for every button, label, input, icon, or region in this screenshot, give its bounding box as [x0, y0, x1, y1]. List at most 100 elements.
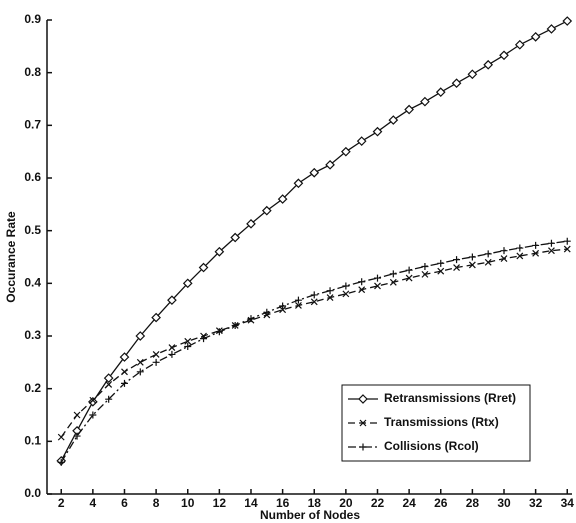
x-tick-label: 14: [244, 496, 258, 510]
y-tick-label: 0.7: [24, 118, 41, 132]
marker: [279, 306, 287, 314]
x-tick-label: 10: [181, 496, 195, 510]
marker: [136, 358, 144, 366]
marker: [451, 78, 462, 89]
legend-label: Retransmissions (Rret): [384, 391, 516, 405]
marker: [310, 298, 318, 306]
marker: [516, 244, 524, 252]
marker: [546, 24, 557, 34]
marker: [168, 344, 176, 352]
marker: [277, 194, 288, 204]
marker: [198, 262, 209, 273]
x-axis-label: Number of Nodes: [260, 508, 360, 522]
marker: [405, 274, 413, 282]
x-tick-label: 4: [90, 496, 97, 510]
marker: [548, 247, 555, 255]
marker: [435, 87, 446, 98]
marker: [437, 267, 445, 275]
x-tick-label: 6: [121, 496, 128, 510]
marker: [420, 96, 430, 107]
marker: [73, 432, 81, 440]
marker: [358, 286, 366, 294]
marker: [514, 39, 525, 50]
marker: [310, 291, 318, 299]
marker: [500, 247, 508, 255]
x-tick-label: 26: [434, 496, 448, 510]
marker: [152, 351, 160, 358]
marker: [358, 394, 368, 404]
marker: [119, 352, 130, 362]
x-tick-label: 12: [213, 496, 227, 510]
marker: [326, 287, 334, 295]
marker: [89, 411, 97, 419]
marker: [231, 321, 239, 329]
marker: [547, 239, 555, 247]
marker: [120, 379, 128, 387]
marker: [342, 282, 350, 290]
x-tick-label: 32: [529, 496, 543, 510]
marker: [468, 261, 476, 269]
marker: [453, 256, 461, 264]
legend-label: Collisions (Rcol): [384, 439, 479, 453]
x-tick-label: 8: [153, 496, 160, 510]
x-tick-label: 18: [308, 496, 322, 510]
y-tick-label: 0.9: [24, 12, 41, 26]
marker: [279, 302, 287, 310]
y-tick-label: 0.2: [24, 381, 41, 395]
marker: [246, 218, 256, 229]
x-tick-label: 20: [339, 496, 353, 510]
marker: [405, 266, 413, 274]
marker: [484, 250, 492, 258]
marker: [214, 246, 225, 257]
marker: [453, 264, 460, 271]
marker: [389, 270, 397, 278]
marker: [437, 259, 445, 267]
x-tick-label: 16: [276, 496, 290, 510]
x-tick-label: 24: [402, 496, 416, 510]
marker: [105, 395, 113, 403]
marker: [152, 358, 160, 366]
marker: [151, 312, 161, 323]
x-tick-label: 28: [466, 496, 480, 510]
marker: [309, 167, 320, 178]
marker: [215, 328, 223, 336]
marker: [373, 274, 381, 282]
marker: [184, 343, 192, 351]
legend-label: Transmissions (Rtx): [384, 415, 499, 429]
marker: [73, 411, 81, 419]
marker: [105, 381, 113, 388]
marker: [294, 296, 302, 304]
marker: [136, 368, 144, 376]
marker: [359, 419, 367, 427]
y-tick-label: 0.6: [24, 170, 41, 184]
x-tick-label: 30: [497, 496, 511, 510]
y-tick-label: 0.1: [24, 434, 41, 448]
marker: [500, 255, 508, 263]
marker: [89, 396, 97, 404]
marker: [121, 368, 128, 376]
series-line: [60, 248, 568, 438]
marker: [247, 315, 255, 323]
marker: [530, 32, 541, 42]
marker: [135, 331, 146, 341]
marker: [341, 146, 351, 157]
marker: [57, 458, 65, 466]
marker: [483, 59, 494, 70]
marker: [57, 433, 65, 441]
marker: [184, 337, 192, 345]
y-tick-label: 0.4: [24, 276, 41, 290]
marker: [326, 294, 334, 301]
x-tick-label: 34: [561, 496, 575, 510]
y-tick-label: 0.8: [24, 65, 41, 79]
marker: [168, 350, 176, 358]
marker: [374, 282, 381, 290]
y-axis-label: Occurance Rate: [4, 211, 18, 303]
marker: [563, 237, 571, 245]
marker: [359, 443, 367, 451]
marker: [421, 262, 429, 270]
marker: [182, 278, 193, 289]
marker: [484, 258, 492, 266]
marker: [88, 396, 98, 407]
marker: [467, 69, 478, 80]
